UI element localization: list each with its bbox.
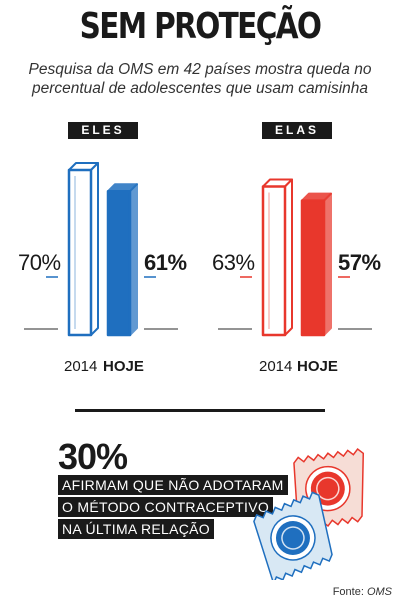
eles-bar-2014 [67,162,99,337]
eles-2014-value-label: 70% [18,250,61,275]
highlight-number: 30% [58,436,128,477]
highlight-line-1: AFIRMAM QUE NÃO ADOTARAM [58,475,288,495]
elas-bar-2014 [261,178,293,337]
page-title: SEM PROTEÇÃO [79,6,322,47]
condom-packets-icon [253,448,365,580]
section-divider [75,409,325,412]
elas-bar-hoje [300,192,332,337]
eles-category-2014: 2014 [64,358,98,375]
subtitle: Pesquisa da OMS em 42 países mostra qued… [10,60,390,98]
elas-hoje-value-label: 57% [338,250,381,275]
eles-bar-hoje [106,183,138,337]
bar-charts [24,162,372,337]
source-name: OMS [366,586,392,598]
eles-category-hoje: HOJE [103,358,144,375]
subtitle-line-1: Pesquisa da OMS em 42 países mostra qued… [28,61,372,78]
elas-category-2014: 2014 [259,358,293,375]
highlight-line-3: NA ÚLTIMA RELAÇÃO [58,519,214,539]
source-label: Fonte: [332,586,364,598]
elas-2014-value-label: 63% [212,250,255,275]
source-note: Fonte: OMS [333,586,392,598]
subtitle-line-2: percentual de adolescentes que usam cami… [31,80,369,97]
elas-category-hoje: HOJE [297,358,338,375]
eles-hoje-value-label: 61% [144,250,187,275]
highlight-line-2: O MÉTODO CONTRACEPTIVO [58,497,274,517]
eles-panel-label: ELES [68,122,138,139]
elas-panel-label: ELAS [262,122,332,139]
